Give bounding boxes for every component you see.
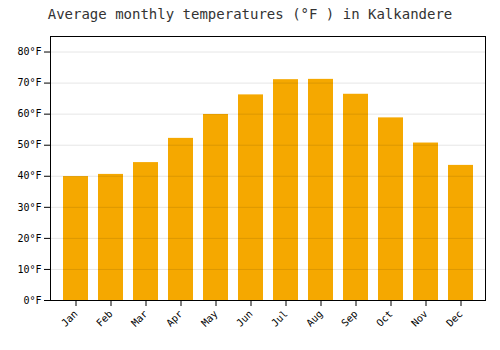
- svg-text:Nov: Nov: [409, 308, 430, 329]
- svg-text:Apr: Apr: [164, 308, 185, 329]
- svg-text:70°F: 70°F: [17, 77, 41, 88]
- svg-text:10°F: 10°F: [17, 264, 41, 275]
- svg-text:Jan: Jan: [59, 308, 80, 329]
- svg-text:30°F: 30°F: [17, 202, 41, 213]
- svg-text:Feb: Feb: [94, 308, 115, 329]
- svg-text:Dec: Dec: [444, 308, 465, 329]
- svg-text:Sep: Sep: [339, 308, 360, 329]
- svg-text:Jul: Jul: [269, 308, 290, 329]
- svg-text:40°F: 40°F: [17, 170, 41, 181]
- svg-text:60°F: 60°F: [17, 108, 41, 119]
- html-text:Average monthly temperatures (: Average monthly temperatures (°F ) in Ka…: [47, 6, 453, 22]
- svg-text:Mar: Mar: [129, 308, 150, 329]
- svg-text:80°F: 80°F: [17, 46, 41, 57]
- svg-text:Oct: Oct: [374, 308, 395, 329]
- svg-text:50°F: 50°F: [17, 139, 41, 150]
- svg-text:Aug: Aug: [304, 308, 325, 329]
- svg-text:0°F: 0°F: [23, 295, 41, 306]
- svg-text:Jun: Jun: [234, 308, 255, 329]
- svg-text:May: May: [199, 308, 220, 329]
- svg-text:20°F: 20°F: [17, 233, 41, 244]
